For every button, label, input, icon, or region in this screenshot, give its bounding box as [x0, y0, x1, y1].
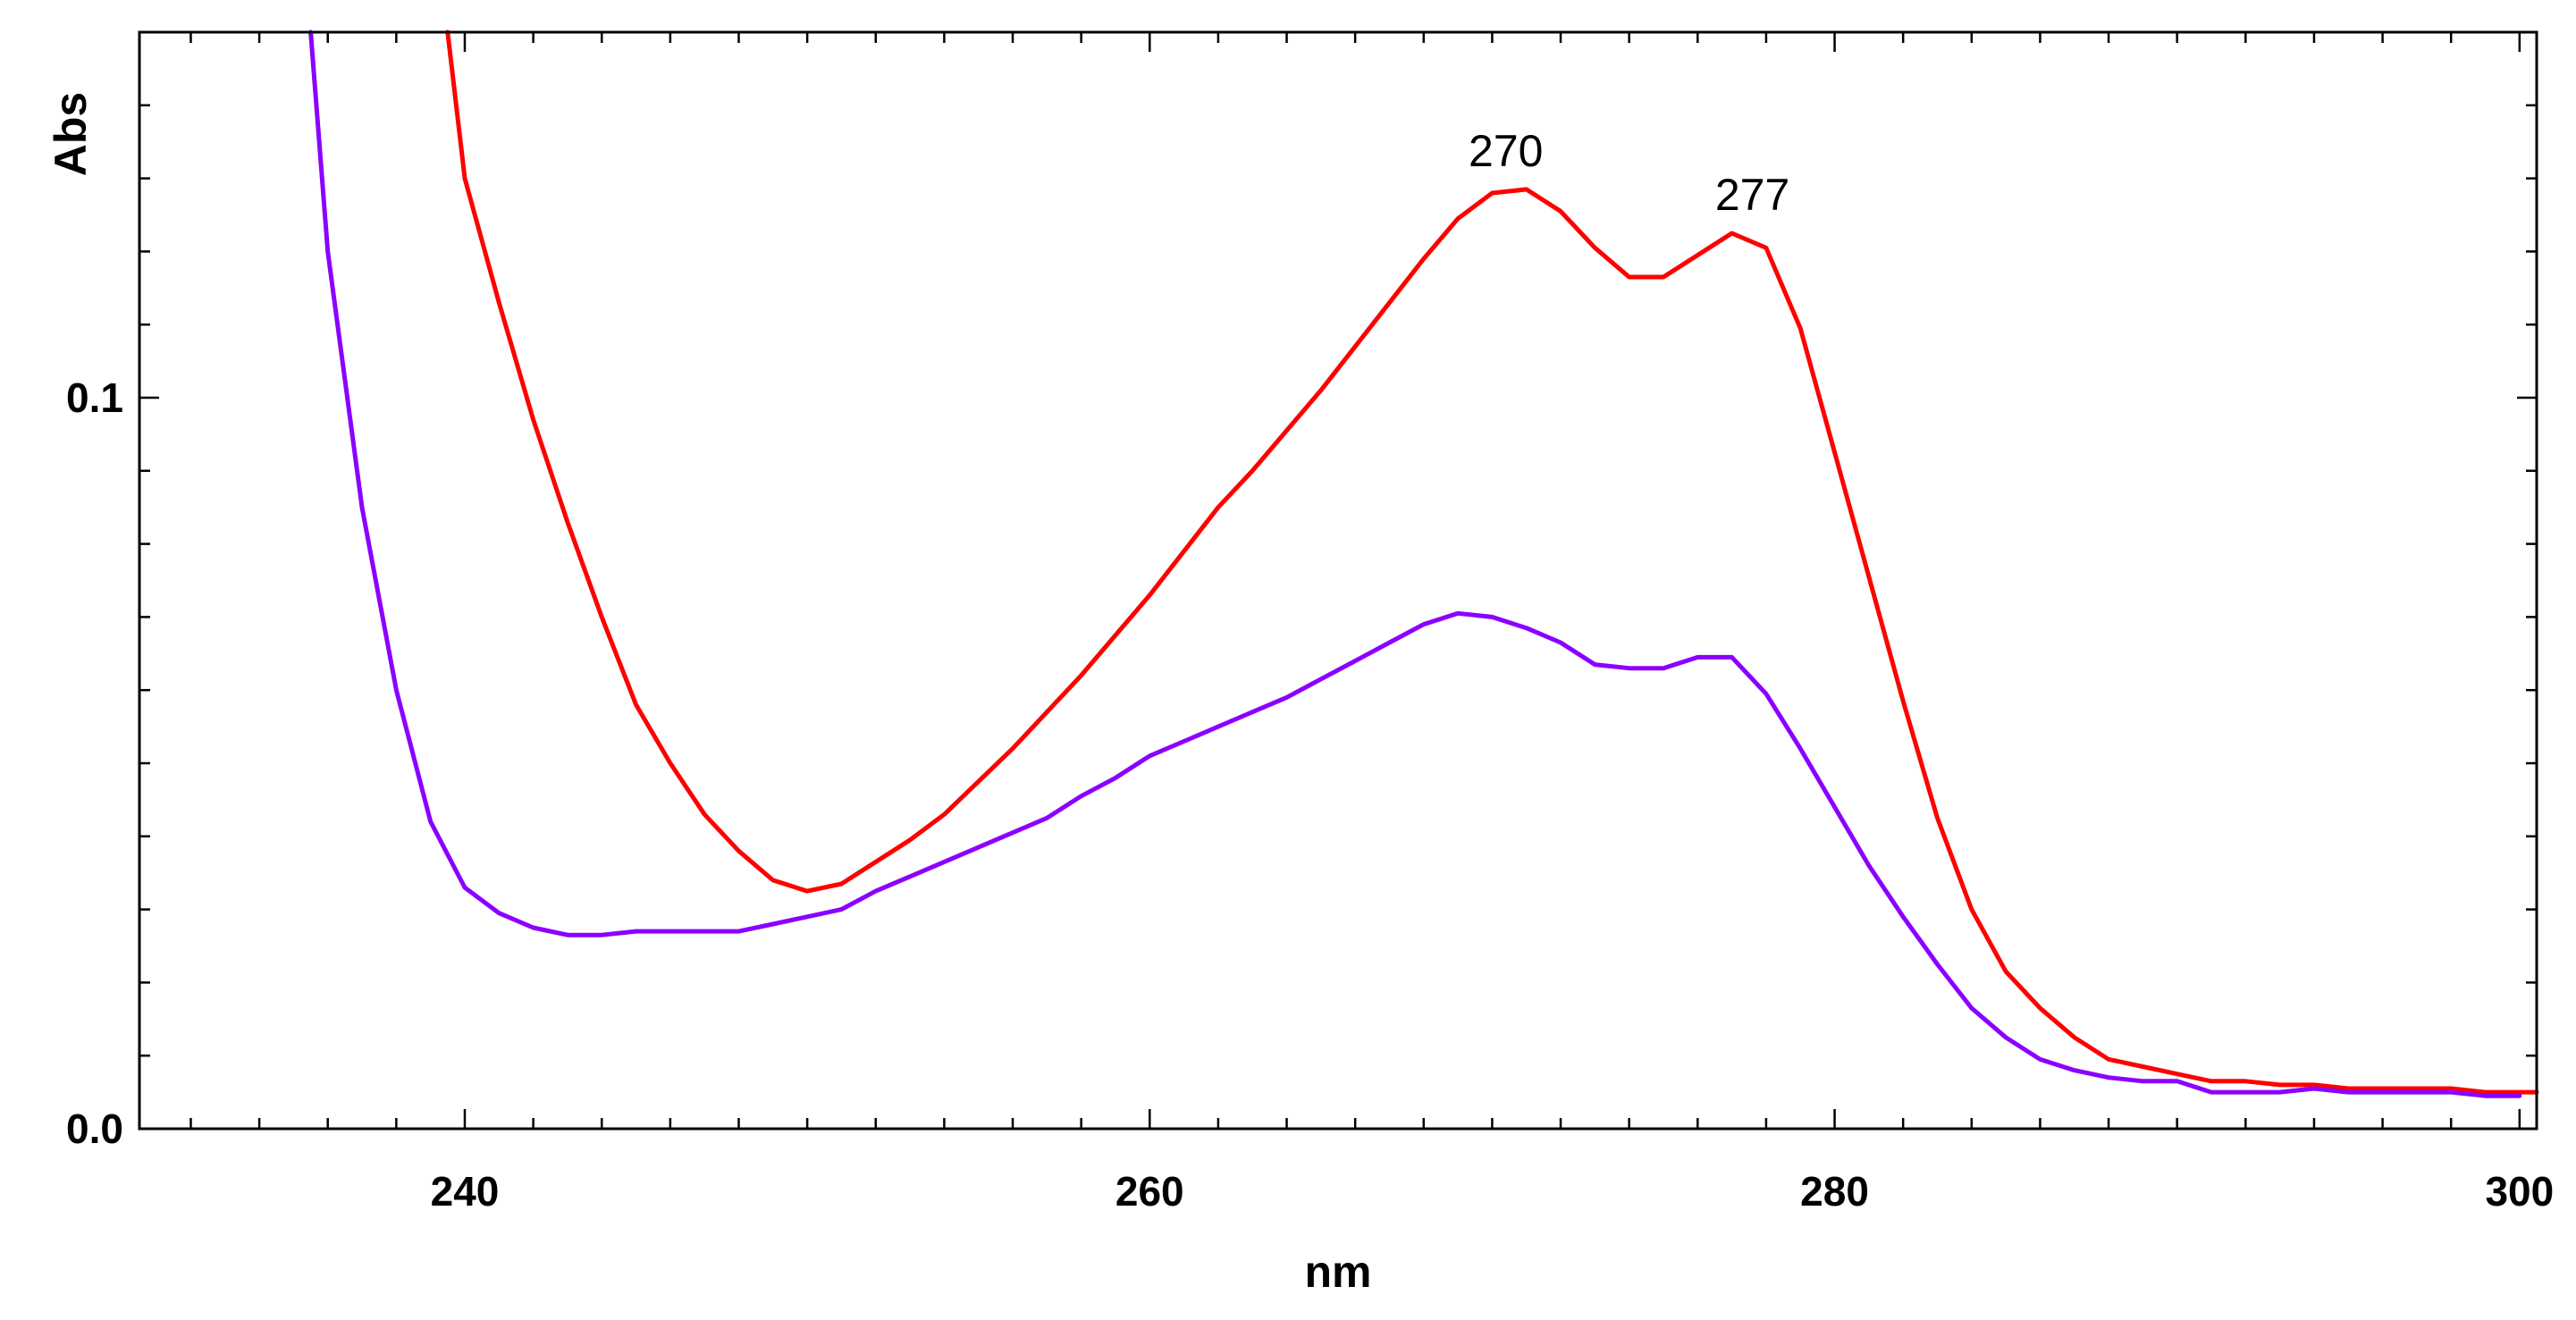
x-axis-title: nm — [1305, 1247, 1372, 1297]
series-line-2 — [308, 29, 2522, 1098]
ticks-layer — [139, 30, 2537, 1131]
x-tick-label: 240 — [431, 1168, 500, 1215]
x-tick-label: 280 — [1800, 1168, 1869, 1215]
y-tick-label: 0.0 — [66, 1106, 123, 1152]
series-layer — [308, 29, 2539, 1098]
series-line-1 — [445, 29, 2539, 1095]
peak-label: 277 — [1715, 170, 1789, 220]
plot-frame — [138, 30, 2538, 1131]
peak-label: 270 — [1469, 126, 1543, 176]
labels-layer: Abs nm 240 260 280 300 0.0 0.1 270 277 — [46, 92, 2554, 1297]
x-tick-label: 300 — [2485, 1168, 2554, 1215]
x-tick-label: 260 — [1115, 1168, 1184, 1215]
y-tick-label: 0.1 — [66, 374, 123, 421]
y-axis-title: Abs — [46, 92, 96, 176]
